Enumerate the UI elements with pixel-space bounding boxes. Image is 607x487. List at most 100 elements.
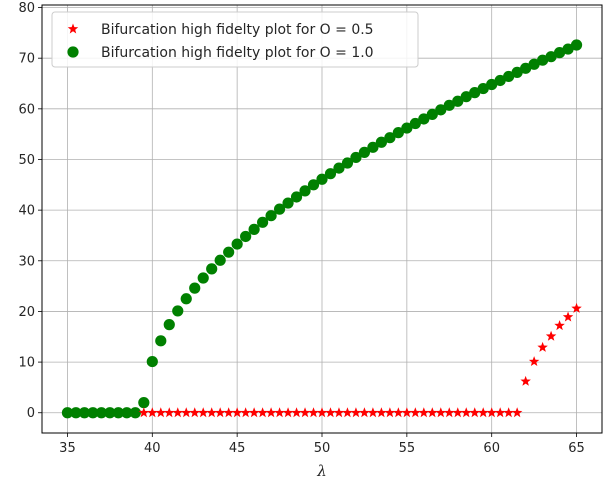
data-point-o-1-0 xyxy=(138,397,150,409)
x-tick-label: 35 xyxy=(59,441,76,456)
data-point-o-0-5 xyxy=(376,407,387,418)
data-point-o-0-5 xyxy=(503,407,514,418)
data-point-o-0-5 xyxy=(197,407,209,418)
data-point-o-1-0 xyxy=(528,58,540,70)
data-point-o-0-5 xyxy=(359,407,370,418)
data-point-o-0-5 xyxy=(528,356,540,367)
x-axis-label: λ xyxy=(316,462,327,480)
y-tick-label: 70 xyxy=(18,52,35,67)
data-point-o-0-5 xyxy=(274,407,285,418)
data-point-o-0-5 xyxy=(444,407,455,418)
data-point-o-0-5 xyxy=(172,407,183,418)
data-point-o-1-0 xyxy=(104,407,116,419)
data-point-o-0-5 xyxy=(282,407,294,418)
legend-frame xyxy=(51,11,419,68)
y-tick-label: 0 xyxy=(27,406,35,421)
data-point-o-0-5 xyxy=(206,407,217,418)
y-tick-label: 30 xyxy=(18,254,35,269)
data-point-o-0-5 xyxy=(214,407,226,418)
legend-marker-circle xyxy=(67,46,79,58)
data-point-o-1-0 xyxy=(155,335,167,347)
y-tick-label: 40 xyxy=(18,204,35,219)
data-point-o-1-0 xyxy=(367,141,379,153)
data-point-o-0-5 xyxy=(401,407,413,418)
data-point-o-1-0 xyxy=(112,407,124,419)
data-point-o-0-5 xyxy=(571,302,582,313)
data-point-o-1-0 xyxy=(401,122,413,134)
data-point-o-0-5 xyxy=(477,407,489,418)
data-point-o-1-0 xyxy=(197,272,209,284)
data-point-o-0-5 xyxy=(367,407,379,418)
data-point-o-1-0 xyxy=(392,127,404,139)
data-point-o-1-0 xyxy=(460,91,472,103)
data-point-o-0-5 xyxy=(325,407,336,418)
data-point-o-1-0 xyxy=(121,407,133,419)
data-point-o-0-5 xyxy=(350,407,362,418)
data-point-o-0-5 xyxy=(452,407,463,418)
data-point-o-1-0 xyxy=(61,407,74,419)
data-point-o-0-5 xyxy=(393,407,404,418)
data-point-o-1-0 xyxy=(562,43,574,55)
data-point-o-1-0 xyxy=(290,191,303,203)
data-point-o-1-0 xyxy=(418,113,430,125)
data-point-o-1-0 xyxy=(180,293,192,305)
x-tick-label: 60 xyxy=(483,441,500,456)
data-point-o-0-5 xyxy=(545,330,557,341)
data-point-o-0-5 xyxy=(435,407,447,418)
data-point-o-0-5 xyxy=(537,341,548,352)
data-point-o-0-5 xyxy=(520,375,531,386)
data-point-o-1-0 xyxy=(520,62,532,74)
y-tick-label: 50 xyxy=(18,153,35,168)
legend: Bifurcation high fidelty plot for O = 0.… xyxy=(51,11,419,68)
x-tick-label: 45 xyxy=(229,441,246,456)
data-point-o-1-0 xyxy=(570,39,583,51)
data-point-o-1-0 xyxy=(477,82,489,95)
data-point-o-0-5 xyxy=(231,407,243,418)
data-point-o-1-0 xyxy=(409,117,421,130)
data-point-o-1-0 xyxy=(333,162,345,174)
data-point-o-1-0 xyxy=(324,168,337,180)
data-point-o-0-5 xyxy=(257,407,268,418)
data-point-o-1-0 xyxy=(95,407,107,419)
data-point-o-0-5 xyxy=(384,407,396,418)
data-point-o-1-0 xyxy=(172,305,184,317)
data-point-o-1-0 xyxy=(146,355,158,368)
data-point-o-0-5 xyxy=(189,407,200,418)
data-point-o-0-5 xyxy=(223,407,234,418)
grid xyxy=(42,5,602,433)
data-point-o-0-5 xyxy=(461,407,472,418)
data-point-o-1-0 xyxy=(350,151,362,164)
legend-marker-star xyxy=(67,23,79,34)
data-series xyxy=(61,39,583,419)
data-point-o-0-5 xyxy=(181,407,192,418)
data-point-o-1-0 xyxy=(452,95,464,107)
data-point-o-1-0 xyxy=(248,223,260,235)
data-point-o-0-5 xyxy=(299,407,311,418)
data-point-o-0-5 xyxy=(291,407,302,418)
data-point-o-0-5 xyxy=(155,407,167,418)
axis-ticks: 35 40 45 50 55 60 65 0 10 20 30 40 50 60 70 80 xyxy=(18,1,584,456)
legend-label-o-1-0: Bifurcation high fidelty plot for O = 1.… xyxy=(101,45,374,61)
y-tick-label: 10 xyxy=(18,356,35,371)
data-point-o-1-0 xyxy=(231,238,243,250)
data-point-o-1-0 xyxy=(503,70,515,83)
data-point-o-1-0 xyxy=(70,407,82,419)
data-point-o-0-5 xyxy=(469,407,480,418)
x-tick-label: 55 xyxy=(399,441,416,456)
data-point-o-1-0 xyxy=(240,230,252,243)
data-point-o-0-5 xyxy=(308,407,319,418)
data-point-o-0-5 xyxy=(486,407,497,418)
data-point-o-0-5 xyxy=(511,407,523,418)
data-point-o-0-5 xyxy=(248,407,260,418)
data-point-o-0-5 xyxy=(342,407,353,418)
y-tick-label: 60 xyxy=(18,102,35,117)
data-point-o-0-5 xyxy=(410,407,421,418)
data-point-o-1-0 xyxy=(206,263,218,275)
x-tick-label: 40 xyxy=(144,441,161,456)
data-point-o-0-5 xyxy=(418,407,430,418)
data-point-o-1-0 xyxy=(78,407,91,419)
data-point-o-0-5 xyxy=(427,407,438,418)
data-point-o-1-0 xyxy=(486,78,498,91)
data-point-o-0-5 xyxy=(265,407,277,418)
